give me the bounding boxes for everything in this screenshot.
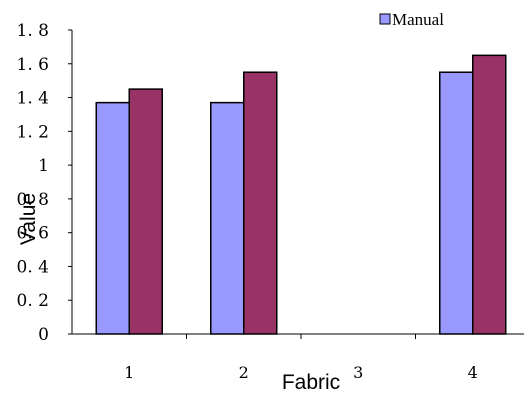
- x-tick-label: 3: [353, 363, 363, 382]
- y-tick-label: 0: [38, 325, 49, 345]
- y-tick-label: 1. 8: [17, 21, 49, 41]
- bar-series-1-category-2: [210, 101, 245, 335]
- legend: Manual: [379, 10, 444, 29]
- y-tick-label: 1. 6: [17, 55, 49, 75]
- bar-series-2-category-1: [128, 88, 163, 335]
- bar-series-1-category-4: [439, 71, 474, 335]
- x-tick-label: 1: [124, 363, 134, 382]
- y-tick-label: 0. 2: [17, 291, 49, 311]
- axes: [68, 29, 524, 339]
- y-tick-label: 1. 2: [17, 122, 49, 142]
- bar-series-2-category-2: [243, 71, 278, 335]
- x-axis-ticks: 1 2 3 4: [124, 363, 478, 382]
- x-tick-label: 2: [239, 363, 249, 382]
- y-tick-label: 0. 6: [17, 224, 49, 244]
- bar-series-2-category-4: [472, 54, 507, 335]
- y-tick-label: 1. 4: [17, 89, 49, 109]
- y-tick-label: 0. 4: [17, 257, 49, 277]
- legend-swatch-manual: [379, 13, 391, 25]
- bars: [95, 54, 507, 335]
- bar-series-1-category-1: [95, 101, 130, 335]
- x-axis-title: Fabric: [282, 371, 340, 394]
- y-axis-title: Value: [17, 193, 40, 245]
- x-tick-label: 4: [468, 363, 478, 382]
- legend-label-manual: Manual: [392, 10, 444, 29]
- y-tick-label: 0. 8: [17, 190, 49, 210]
- y-axis-ticks: 0 0. 2 0. 4 0. 6 0. 8 1 1. 2 1. 4 1. 6 1. 8: [17, 21, 49, 345]
- y-tick-label: 1: [38, 156, 49, 176]
